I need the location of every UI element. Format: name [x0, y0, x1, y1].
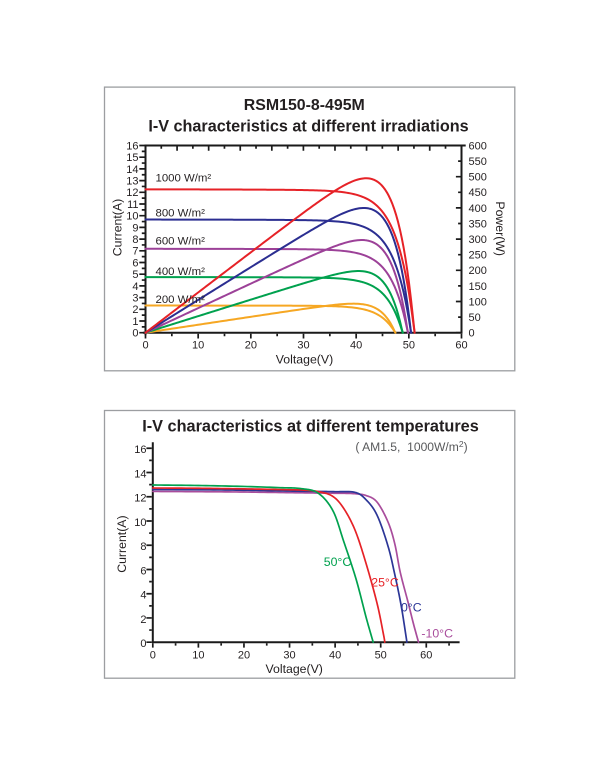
svg-text:40: 40 — [350, 340, 362, 352]
svg-text:11: 11 — [127, 199, 138, 211]
svg-text:30: 30 — [283, 650, 295, 662]
svg-text:40: 40 — [329, 650, 341, 662]
svg-text:16: 16 — [134, 444, 146, 456]
svg-text:250: 250 — [469, 250, 487, 262]
svg-text:I-V characteristics at differe: I-V characteristics at different tempera… — [142, 417, 479, 435]
svg-text:800 W/m²: 800 W/m² — [156, 207, 206, 219]
svg-text:13: 13 — [126, 176, 138, 188]
svg-text:9: 9 — [132, 222, 138, 234]
svg-text:Current(A): Current(A) — [115, 515, 129, 572]
svg-text:Voltage(V): Voltage(V) — [276, 353, 333, 367]
svg-text:16: 16 — [126, 140, 138, 152]
svg-text:10: 10 — [192, 650, 204, 662]
svg-text:1000 W/m²: 1000 W/m² — [156, 173, 212, 185]
svg-text:350: 350 — [469, 218, 487, 230]
svg-text:100: 100 — [469, 296, 487, 308]
svg-text:550: 550 — [469, 156, 487, 168]
svg-text:Power(W): Power(W) — [493, 201, 507, 256]
svg-text:RSM150-8-495M: RSM150-8-495M — [244, 97, 365, 114]
svg-text:7: 7 — [132, 246, 138, 258]
svg-text:500: 500 — [469, 172, 487, 184]
svg-text:14: 14 — [134, 468, 146, 480]
svg-text:14: 14 — [126, 164, 138, 176]
svg-text:6: 6 — [132, 257, 138, 269]
svg-text:20: 20 — [238, 650, 250, 662]
svg-text:Voltage(V): Voltage(V) — [265, 662, 322, 676]
svg-text:30: 30 — [297, 340, 309, 352]
svg-text:Current(A): Current(A) — [110, 199, 124, 256]
svg-text:12: 12 — [126, 187, 138, 199]
svg-text:( AM1.5, 1000W/m2): ( AM1.5, 1000W/m2) — [355, 439, 467, 454]
svg-text:400: 400 — [469, 203, 487, 215]
svg-text:200 W/m²: 200 W/m² — [156, 294, 206, 306]
svg-text:10: 10 — [134, 517, 146, 529]
svg-text:I-V characteristics at differe: I-V characteristics at different irradia… — [148, 118, 468, 136]
svg-text:10: 10 — [126, 211, 138, 223]
svg-text:0°C: 0°C — [401, 600, 422, 614]
svg-text:300: 300 — [469, 234, 487, 246]
svg-text:200: 200 — [469, 265, 487, 277]
svg-text:0: 0 — [150, 650, 156, 662]
svg-text:10: 10 — [192, 340, 204, 352]
svg-text:150: 150 — [469, 281, 487, 293]
svg-text:5: 5 — [132, 269, 138, 281]
svg-text:450: 450 — [469, 187, 487, 199]
svg-text:0: 0 — [142, 340, 148, 352]
svg-text:12: 12 — [134, 493, 146, 505]
svg-text:600 W/m²: 600 W/m² — [156, 236, 206, 248]
svg-text:2: 2 — [140, 614, 146, 626]
svg-text:8: 8 — [132, 234, 138, 246]
svg-text:25°C: 25°C — [371, 575, 399, 589]
svg-text:-10°C: -10°C — [421, 626, 453, 640]
svg-text:6: 6 — [140, 565, 146, 577]
svg-text:0: 0 — [132, 328, 138, 340]
svg-text:0: 0 — [469, 328, 475, 340]
svg-text:50: 50 — [375, 650, 387, 662]
svg-text:4: 4 — [140, 590, 146, 602]
svg-text:60: 60 — [455, 340, 467, 352]
svg-text:2: 2 — [132, 304, 138, 316]
svg-text:20: 20 — [245, 340, 257, 352]
svg-text:3: 3 — [132, 293, 138, 305]
svg-text:4: 4 — [132, 281, 138, 293]
svg-text:400 W/m²: 400 W/m² — [156, 266, 206, 278]
svg-text:600: 600 — [469, 140, 487, 152]
svg-text:8: 8 — [140, 541, 146, 553]
svg-text:50°C: 50°C — [324, 555, 352, 569]
svg-text:50: 50 — [469, 312, 481, 324]
svg-text:1: 1 — [132, 316, 138, 328]
svg-text:50: 50 — [403, 340, 415, 352]
svg-text:15: 15 — [126, 152, 138, 164]
svg-text:60: 60 — [420, 650, 432, 662]
svg-text:0: 0 — [140, 638, 146, 650]
